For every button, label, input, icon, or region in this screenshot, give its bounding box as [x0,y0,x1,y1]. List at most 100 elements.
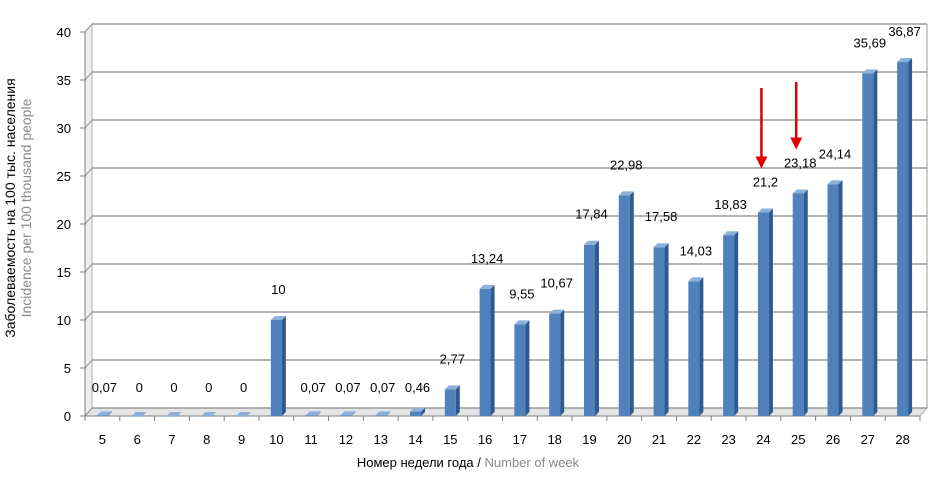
data-label: 0,07 [300,380,325,395]
data-labels: 0,07 0 0 0 0 10 0,07 0,07 0,07 0,46 2,77 13,24 9,55 1… [92,24,921,395]
bar [827,180,843,416]
bar [305,411,321,416]
y-tick-label: 0 [64,409,71,424]
x-tick-label: 16 [478,432,492,447]
data-label: 0,07 [335,380,360,395]
y-tick-label: 35 [57,73,71,88]
bar [201,412,217,417]
data-label: 22,98 [610,157,643,172]
data-label: 17,58 [645,209,678,224]
x-tick-label: 22 [687,432,701,447]
bar [96,411,112,416]
bar [410,407,426,416]
bar [479,284,495,416]
bar [653,243,669,416]
x-tick-label: 13 [373,432,387,447]
y-axis-title-en: Incidence per 100 thousand people [18,98,34,318]
y-tick-label: 20 [57,217,71,232]
gridline-depth [84,119,93,129]
x-tick-label: 28 [895,432,909,447]
x-tick-label: 9 [238,432,245,447]
y-axis-title-ru: Заболеваемость на 100 тыс. населения [2,78,18,338]
gridline-depth [84,215,93,225]
x-axis-title-en: Number of week [484,455,580,470]
gridline-depth [84,311,93,321]
y-axis-ticks: 0 5 10 15 20 25 30 35 40 [57,25,85,424]
bar [375,411,391,416]
data-label: 0 [136,380,143,395]
x-tick-label: 7 [168,432,175,447]
bar [514,320,530,416]
x-tick-label: 20 [617,432,631,447]
x-tick-label: 14 [408,432,422,447]
bar [166,412,182,417]
gridline-depth [84,407,93,417]
data-label: 18,83 [714,197,747,212]
x-axis-title-ru: Номер недели года / [356,455,481,470]
x-tick-label: 25 [791,432,805,447]
gridline-depth [84,71,93,81]
bar [583,240,599,416]
data-label: 0,46 [405,380,430,395]
x-axis-ticks: 5 6 7 8 9 10 11 12 13 14 15 16 17 18 19 20 21 22 23 24 25 26 2… [84,416,921,447]
data-label: 23,18 [784,155,817,170]
y-tick-label: 40 [57,25,71,40]
bar [792,189,808,416]
data-label: 36,87 [888,24,921,39]
x-tick-label: 18 [547,432,561,447]
data-label: 9,55 [509,286,534,301]
y-axis-title: Заболеваемость на 100 тыс. населения Inc… [2,8,42,408]
data-label: 0 [240,380,247,395]
bar [340,411,356,416]
annotation-arrows [755,82,803,169]
x-tick-label: 5 [99,432,106,447]
bar [618,191,634,416]
data-label: 21,2 [753,174,778,189]
gridline-depth [84,359,93,369]
data-label: 17,84 [575,207,608,222]
x-tick-label: 15 [443,432,457,447]
data-label: 14,03 [680,243,713,258]
data-label: 13,24 [471,251,504,266]
data-label: 0,07 [92,380,117,395]
bar [236,412,252,417]
x-axis-title: Номер недели года / Number of week [0,455,936,470]
data-label: 35,69 [854,35,887,50]
x-tick-label: 17 [513,432,527,447]
bar [897,58,913,416]
bar [131,412,147,417]
y-tick-label: 30 [57,121,71,136]
x-tick-label: 6 [134,432,141,447]
x-tick-label: 21 [652,432,666,447]
bar [862,69,878,416]
data-label: 0 [205,380,212,395]
x-tick-label: 19 [582,432,596,447]
x-tick-label: 26 [826,432,840,447]
bars [96,58,913,417]
red-arrow [755,88,768,169]
x-tick-label: 10 [269,432,283,447]
red-arrow [790,82,803,150]
bar [757,208,773,416]
y-tick-label: 10 [57,313,71,328]
data-label: 24,14 [819,146,852,161]
gridline-depth [84,167,93,177]
gridline-depth [84,23,93,33]
bar [549,309,565,416]
bar [444,385,460,416]
y-tick-label: 25 [57,169,71,184]
data-label: 10 [271,282,285,297]
x-tick-label: 8 [203,432,210,447]
bar [723,231,739,416]
x-tick-label: 27 [861,432,875,447]
x-tick-label: 12 [339,432,353,447]
data-label: 10,67 [540,276,573,291]
data-label: 0 [170,380,177,395]
bar [270,316,286,416]
bar [688,277,704,416]
data-label: 0,07 [370,380,395,395]
data-label: 2,77 [440,351,465,366]
y-tick-label: 15 [57,265,71,280]
x-tick-label: 24 [756,432,770,447]
